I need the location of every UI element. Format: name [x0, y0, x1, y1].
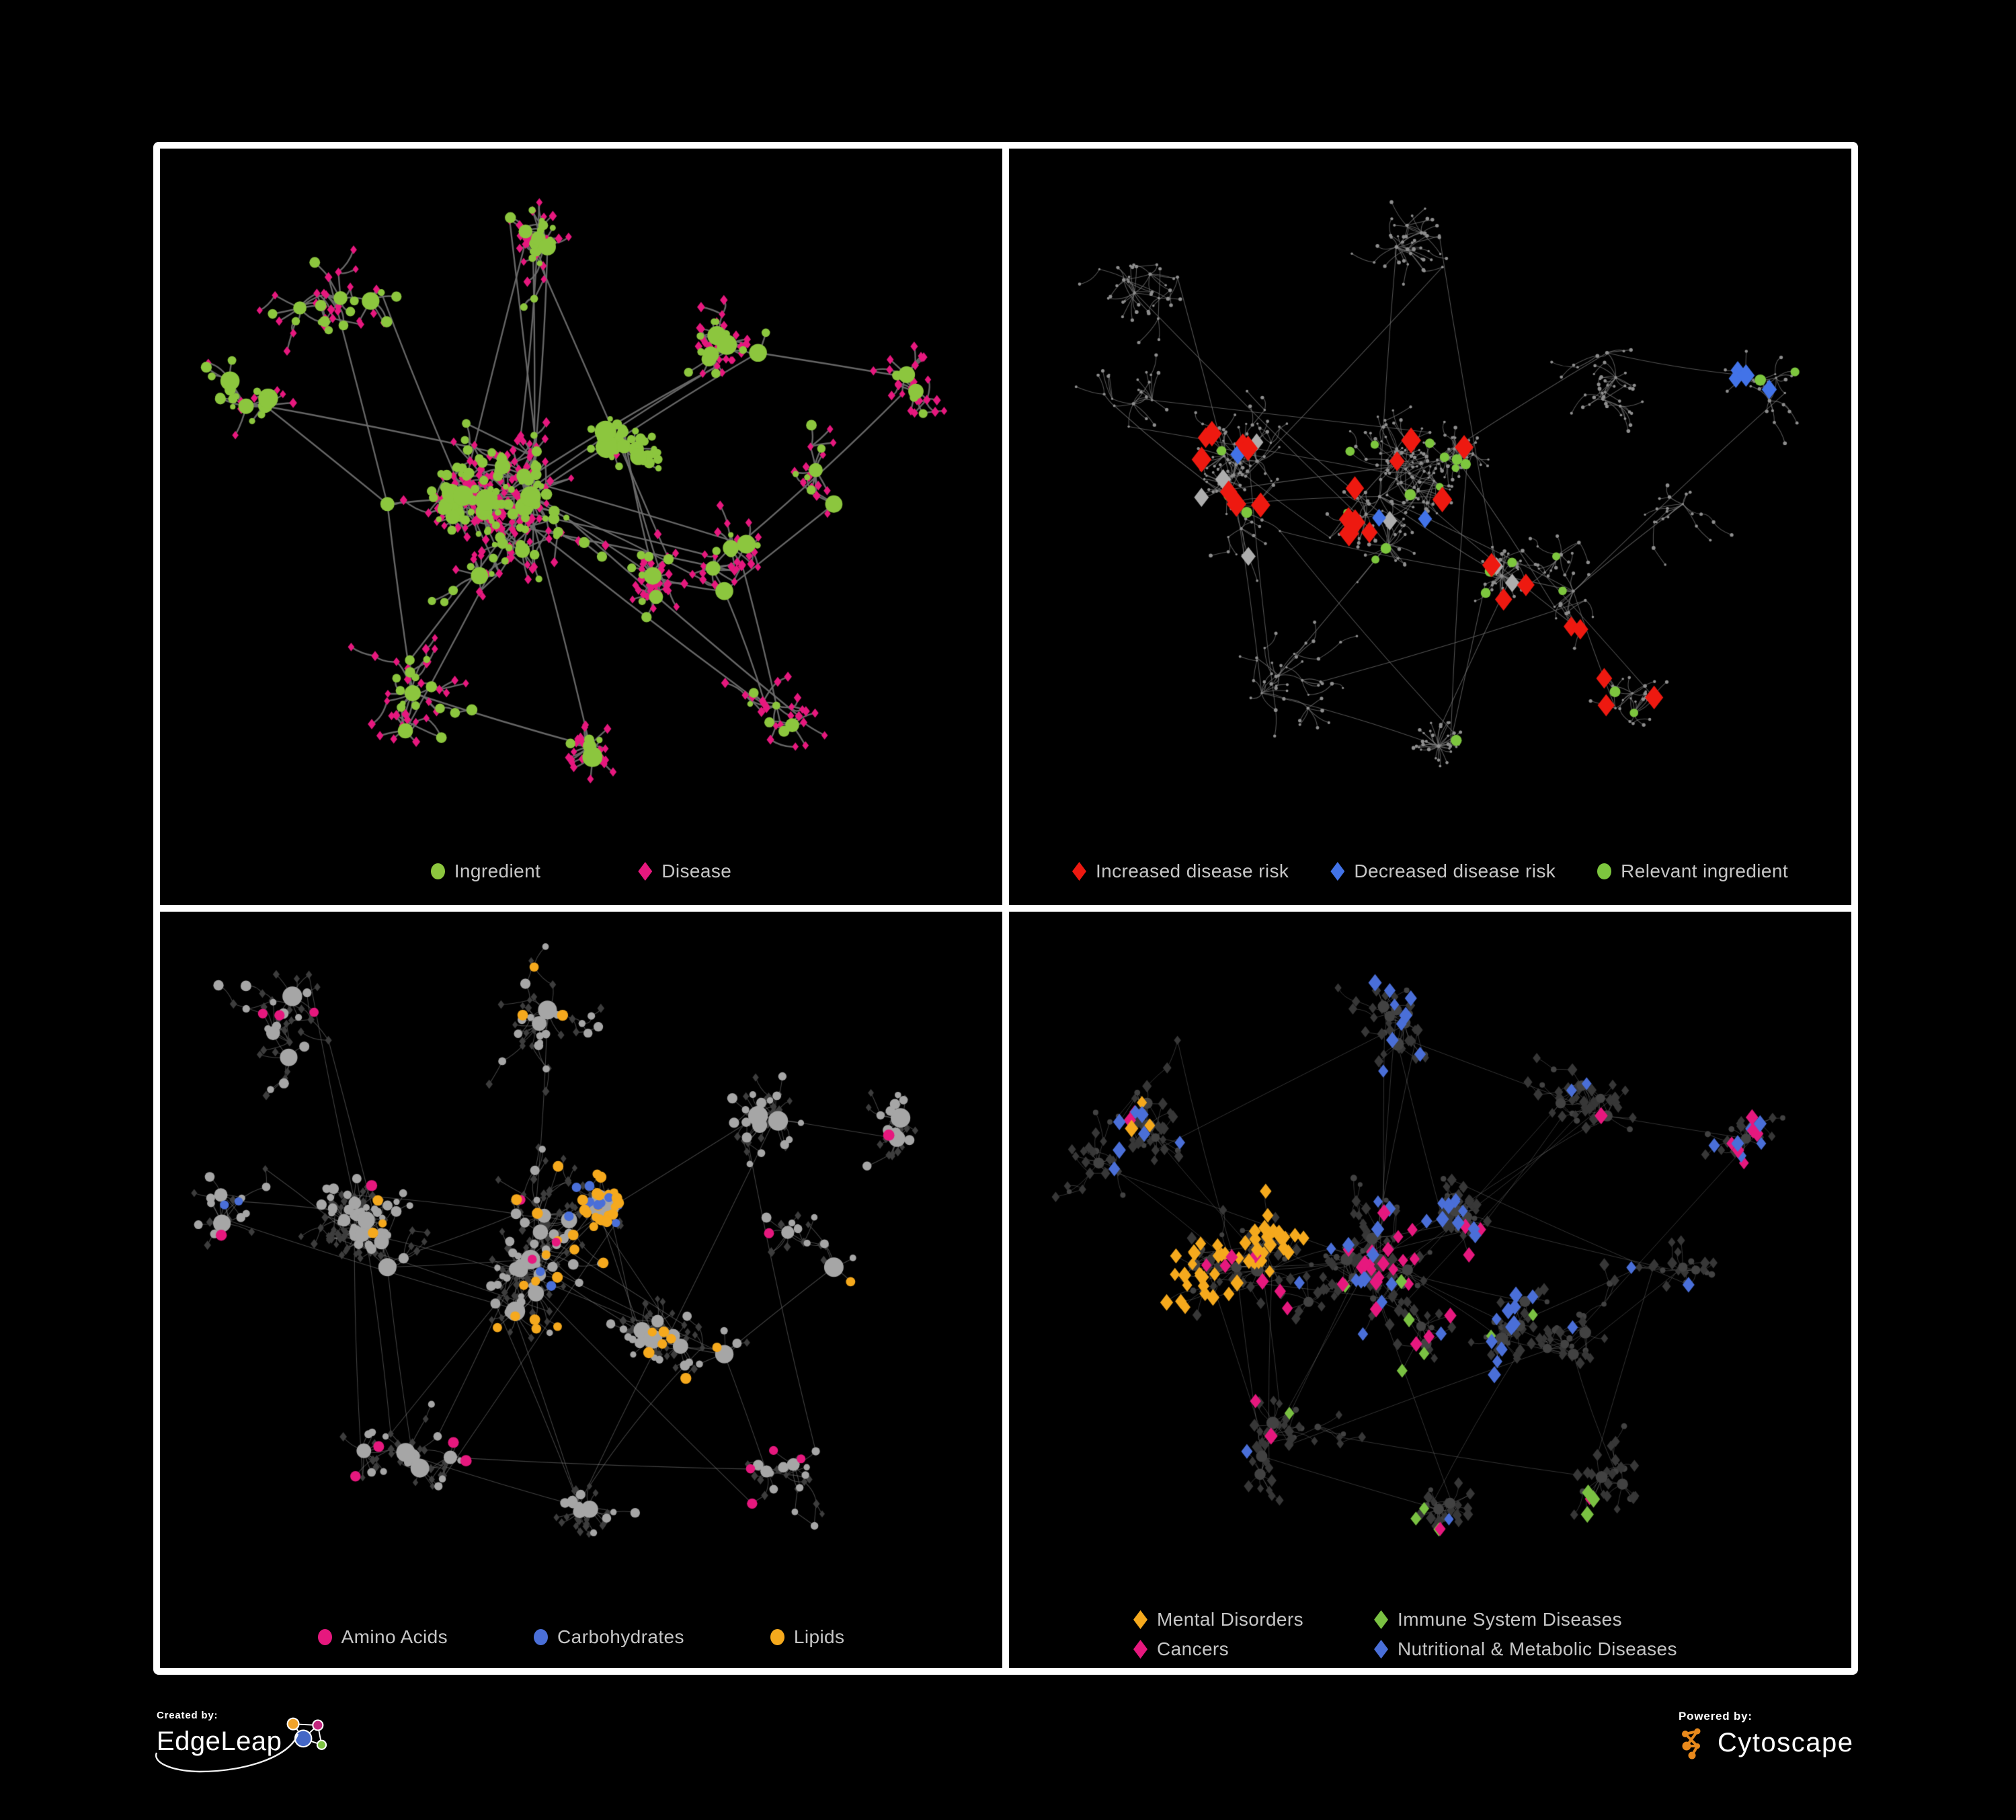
created-by-credit: Created by: EdgeLeap	[155, 1710, 331, 1773]
legend-nutrient-classes: Amino Acids Carbohydrates Lipids	[160, 1628, 1002, 1647]
amino-acids-legend-marker-icon	[317, 1629, 332, 1645]
legend-item-decreased-risk: Decreased disease risk	[1330, 862, 1556, 881]
panel-disease-classes: Mental Disorders Immune System Diseases …	[1009, 912, 1851, 1668]
legend-item-disease: Disease	[638, 862, 731, 881]
nutritional-metabolic-diseases-legend-marker-icon	[1374, 1640, 1389, 1659]
legend-label-mental-disorders: Mental Disorders	[1157, 1609, 1304, 1630]
edgeleap-brand-text: EdgeLeap	[157, 1727, 282, 1756]
decreased-risk-legend-marker-icon	[1330, 862, 1345, 881]
legend-label-decreased-risk: Decreased disease risk	[1354, 861, 1556, 881]
legend-disease-risk: Increased disease risk Decreased disease…	[1009, 862, 1851, 881]
ingredient-disease-network-canvas	[160, 149, 1002, 905]
panel-disease-risk: Increased disease risk Decreased disease…	[1009, 149, 1851, 905]
cancers-legend-marker-icon	[1133, 1640, 1147, 1659]
legend-label-ingredient: Ingredient	[454, 861, 541, 881]
legend-label-immune-system-diseases: Immune System Diseases	[1398, 1609, 1623, 1630]
legend-item-mental-disorders: Mental Disorders	[1133, 1610, 1303, 1629]
panel-ingredient-disease: Ingredient Disease	[160, 149, 1002, 905]
legend-item-amino-acids: Amino Acids	[317, 1626, 448, 1647]
powered-by-credit: Powered by: Cytoscape	[1679, 1710, 1894, 1759]
legend-item-carbohydrates: Carbohydrates	[534, 1628, 684, 1647]
legend-item-nutritional-metabolic-diseases: Nutritional & Metabolic Diseases	[1374, 1640, 1677, 1659]
nutrient-class-network-canvas	[160, 912, 1002, 1668]
cytoscape-logo-icon	[1682, 1728, 1701, 1759]
powered-by-label: Powered by:	[1679, 1710, 1752, 1723]
legend-item-ingredient: Ingredient	[430, 861, 541, 881]
created-by-label: Created by:	[157, 1710, 218, 1721]
disease-class-network-canvas	[1009, 912, 1851, 1668]
legend-item-increased-risk: Increased disease risk	[1072, 862, 1289, 881]
legend-item-lipids: Lipids	[770, 1628, 845, 1647]
cytoscape-brand-text: Cytoscape	[1718, 1728, 1854, 1757]
mental-disorders-legend-marker-icon	[1133, 1610, 1147, 1629]
panel-nutrient-classes: Amino Acids Carbohydrates Lipids	[160, 912, 1002, 1668]
legend-label-disease: Disease	[661, 861, 732, 881]
panel-grid-frame: Ingredient Disease Increased disease ris…	[153, 142, 1858, 1675]
legend-label-relevant-ingredient: Relevant ingredient	[1621, 861, 1789, 881]
disease-risk-network-canvas	[1009, 149, 1851, 905]
legend-label-nutritional-metabolic-diseases: Nutritional & Metabolic Diseases	[1398, 1638, 1677, 1659]
disease-legend-marker-icon	[638, 862, 653, 881]
legend-label-increased-risk: Increased disease risk	[1095, 861, 1289, 881]
legend-label-lipids: Lipids	[793, 1626, 845, 1647]
legend-ingredient-disease: Ingredient Disease	[160, 862, 1002, 881]
lipids-legend-marker-icon	[770, 1629, 784, 1645]
legend-item-immune-system-diseases: Immune System Diseases	[1374, 1610, 1622, 1629]
legend-label-carbohydrates: Carbohydrates	[557, 1626, 684, 1647]
legend-disease-classes: Mental Disorders Immune System Diseases …	[1133, 1610, 1677, 1659]
legend-item-relevant-ingredient: Relevant ingredient	[1597, 862, 1788, 881]
carbohydrates-legend-marker-icon	[534, 1629, 549, 1645]
legend-item-cancers: Cancers	[1133, 1640, 1229, 1659]
relevant-ingredient-legend-marker-icon	[1597, 863, 1612, 879]
edgeleap-logo-icon	[286, 1717, 327, 1750]
ingredient-legend-marker-icon	[430, 863, 445, 879]
legend-label-amino-acids: Amino Acids	[341, 1626, 448, 1647]
immune-system-diseases-legend-marker-icon	[1374, 1610, 1389, 1629]
increased-risk-legend-marker-icon	[1072, 862, 1086, 881]
legend-label-cancers: Cancers	[1157, 1638, 1229, 1659]
